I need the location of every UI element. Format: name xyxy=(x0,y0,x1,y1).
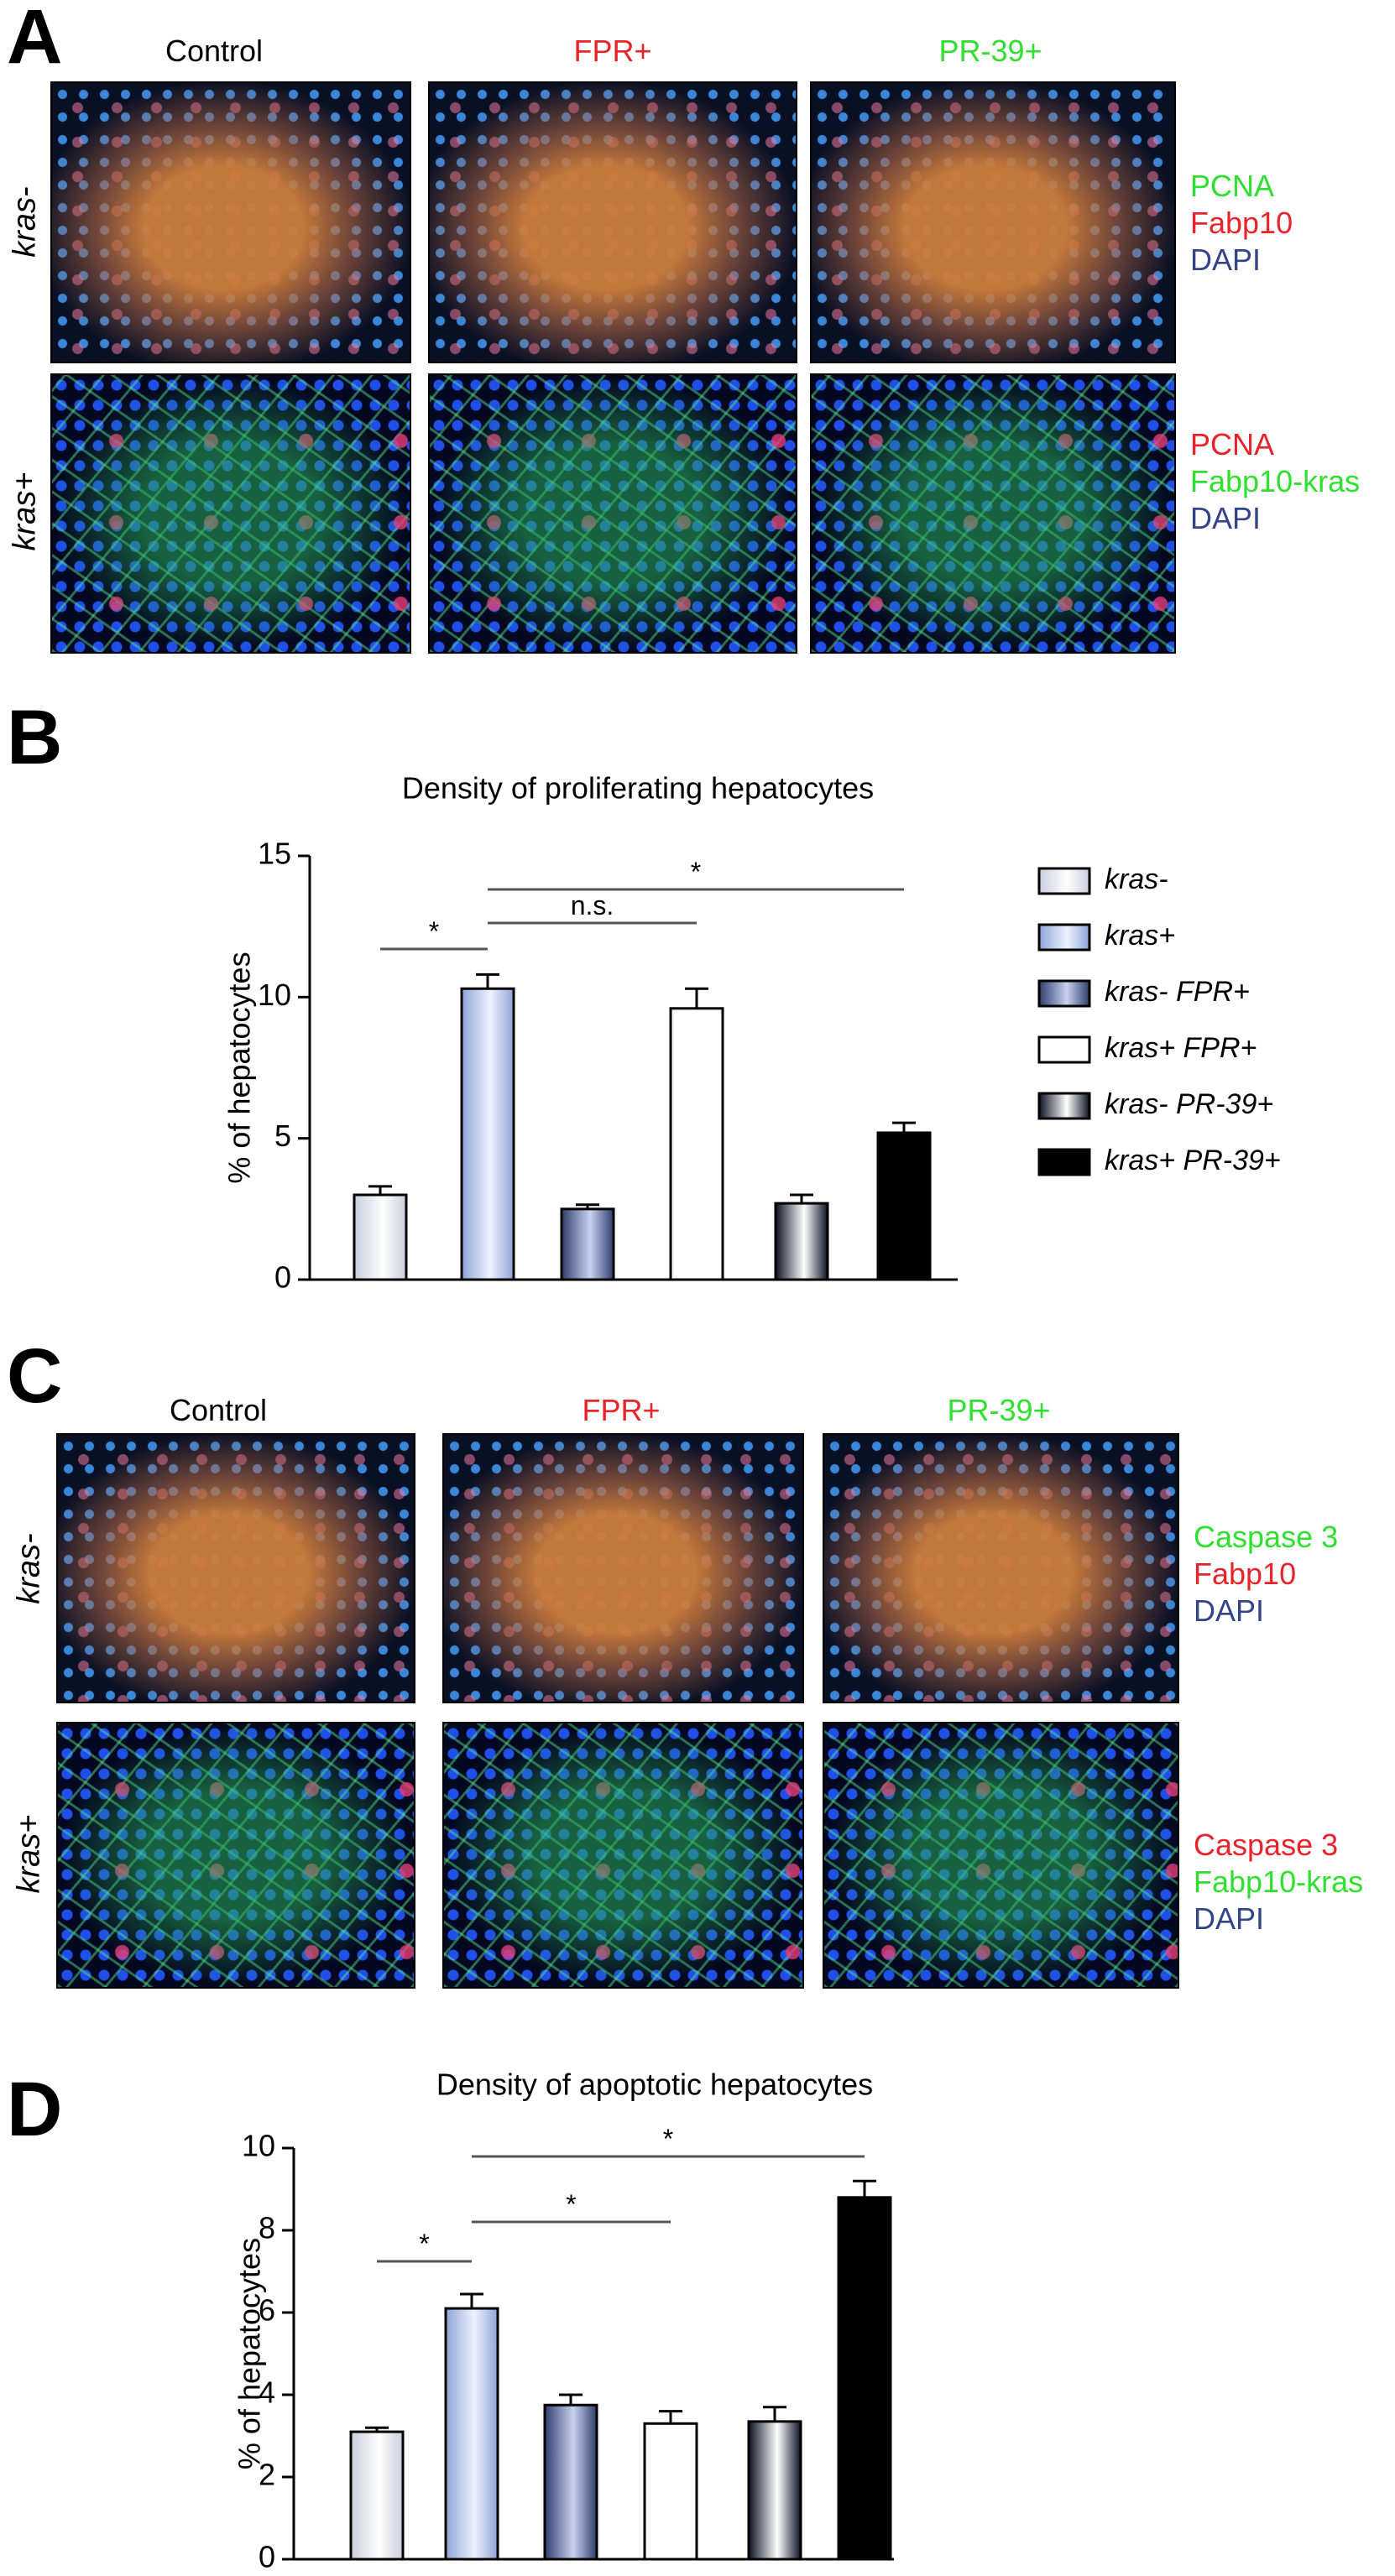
legend-label: kras+ FPR+ xyxy=(1105,1032,1257,1064)
bar xyxy=(669,1007,724,1281)
stain-label: PCNA xyxy=(1190,169,1275,203)
legend-swatch xyxy=(1037,867,1091,895)
y-tick-label: 15 xyxy=(258,837,291,871)
bar xyxy=(543,2403,598,2561)
legend-label: kras- PR-39+ xyxy=(1105,1088,1273,1120)
y-axis-label: % of hepatocytes xyxy=(232,2238,267,2469)
significance-label: n.s. xyxy=(571,890,614,920)
y-tick-label: 10 xyxy=(258,978,291,1012)
bar xyxy=(460,987,515,1281)
significance-label: * xyxy=(663,2124,673,2154)
stain-legend: PCNA Fabp10 DAPI xyxy=(1190,168,1293,279)
bar xyxy=(774,1202,829,1281)
micrograph xyxy=(810,373,1176,654)
y-tick-label: 8 xyxy=(259,2211,275,2245)
stain-label: PCNA xyxy=(1190,427,1275,461)
bar xyxy=(876,1131,932,1281)
stain-label: DAPI xyxy=(1194,1901,1265,1936)
stain-legend: Caspase 3 Fabp10 DAPI xyxy=(1194,1519,1338,1630)
legend-label: kras+ xyxy=(1105,920,1175,952)
y-tick-label: 10 xyxy=(242,2129,275,2163)
panel-letter: A xyxy=(7,0,63,80)
stain-label: DAPI xyxy=(1194,1593,1265,1628)
micrograph xyxy=(50,373,411,654)
micrograph xyxy=(823,1433,1179,1703)
micrograph xyxy=(823,1722,1179,1989)
micrograph xyxy=(50,81,411,363)
y-axis-label: % of hepatocytes xyxy=(222,952,257,1183)
stain-label: Fabp10-kras xyxy=(1194,1864,1364,1899)
y-tick-label: 5 xyxy=(274,1119,291,1153)
bar xyxy=(349,2430,405,2561)
legend-swatch xyxy=(1037,1035,1091,1064)
significance-label: * xyxy=(419,2229,429,2259)
y-tick-label: 6 xyxy=(259,2293,275,2328)
stain-legend: Caspase 3 Fabp10-kras DAPI xyxy=(1194,1827,1363,1937)
legend-label: kras+ PR-39+ xyxy=(1105,1145,1281,1176)
column-header: PR-39+ xyxy=(947,1393,1051,1427)
legend-swatch xyxy=(1037,1092,1091,1120)
micrograph xyxy=(442,1722,804,1989)
chart-title: Density of apoptotic hepatocytes xyxy=(436,2068,873,2102)
panel-letter: C xyxy=(7,1333,63,1419)
micrograph xyxy=(442,1433,804,1703)
significance-label: * xyxy=(691,857,701,887)
bar xyxy=(747,2420,802,2561)
significance-label: * xyxy=(429,916,439,946)
column-header: PR-39+ xyxy=(938,34,1042,68)
stain-label: Fabp10 xyxy=(1190,206,1293,240)
micrograph xyxy=(810,81,1176,363)
y-tick-label: 0 xyxy=(274,1260,291,1295)
column-header: Control xyxy=(169,1393,268,1427)
stain-label: DAPI xyxy=(1190,242,1262,277)
column-header: FPR+ xyxy=(573,34,652,68)
bar xyxy=(643,2422,698,2561)
stain-label: DAPI xyxy=(1190,501,1262,535)
bar xyxy=(353,1193,408,1281)
stain-label: Fabp10 xyxy=(1194,1557,1297,1591)
micrograph xyxy=(428,81,797,363)
bar xyxy=(560,1207,615,1281)
legend-label: kras- FPR+ xyxy=(1105,976,1250,1008)
column-header: Control xyxy=(165,34,264,68)
micrograph xyxy=(428,373,797,654)
significance-label: * xyxy=(566,2189,576,2219)
panel-letter: B xyxy=(7,695,62,780)
y-tick-label: 0 xyxy=(259,2540,275,2574)
legend-swatch xyxy=(1037,979,1091,1008)
micrograph xyxy=(56,1433,415,1703)
legend-swatch xyxy=(1037,1148,1091,1176)
panel-letter: D xyxy=(7,2067,62,2152)
column-header: FPR+ xyxy=(582,1393,661,1427)
legend-swatch xyxy=(1037,923,1091,952)
bar xyxy=(444,2307,499,2561)
stain-label: Caspase 3 xyxy=(1194,1520,1339,1554)
y-tick-label: 2 xyxy=(259,2458,275,2492)
stain-label: Fabp10-kras xyxy=(1190,464,1361,498)
bar xyxy=(837,2196,892,2561)
micrograph xyxy=(56,1722,415,1989)
y-tick-label: 4 xyxy=(259,2375,275,2410)
stain-label: Caspase 3 xyxy=(1194,1828,1339,1862)
stain-legend: PCNA Fabp10-kras DAPI xyxy=(1190,426,1360,537)
legend-label: kras- xyxy=(1105,863,1168,895)
chart-title: Density of proliferating hepatocytes xyxy=(402,771,874,806)
